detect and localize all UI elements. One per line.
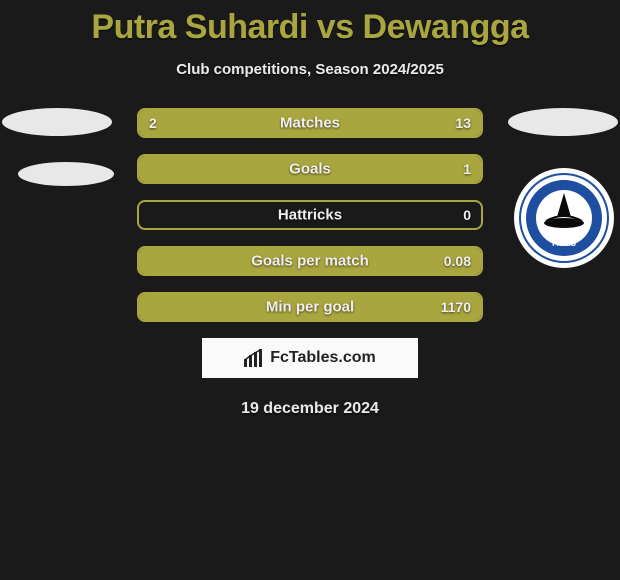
metric-row: 2Matches13 [137, 108, 483, 138]
right-player-markers: P.S.I.S [508, 108, 618, 268]
svg-text:P.S.I.S: P.S.I.S [552, 239, 577, 248]
metric-rows: 2Matches13 Goals1 Hattricks0 Goals per matc… [137, 108, 483, 322]
subtitle: Club competitions, Season 2024/2025 [0, 61, 620, 78]
metric-row: Goals per match0.08 [137, 246, 483, 276]
metric-value-right: 1170 [441, 299, 471, 315]
metric-row: Goals1 [137, 154, 483, 184]
metric-value-right: 1 [463, 161, 471, 177]
right-marker-1 [508, 108, 618, 136]
left-marker-1 [2, 108, 112, 136]
date-text: 19 december 2024 [0, 400, 620, 418]
metric-value-right: 0 [463, 207, 471, 223]
metric-label: Goals [139, 161, 481, 178]
metric-label: Goals per match [139, 253, 481, 270]
metric-row: Hattricks0 [137, 200, 483, 230]
comparison-chart: P.S.I.S 2Matches13 Goals1 Hattricks0 Goals … [0, 108, 620, 418]
metric-label: Hattricks [139, 207, 481, 224]
metric-label: Matches [139, 115, 481, 132]
club-badge: P.S.I.S [514, 168, 614, 268]
left-marker-2 [18, 162, 114, 186]
metric-row: Min per goal1170 [137, 292, 483, 322]
footer-brand-text: FcTables.com [270, 349, 376, 367]
metric-value-right: 0.08 [444, 253, 471, 269]
club-badge-svg: P.S.I.S [519, 173, 609, 263]
page-title: Putra Suhardi vs Dewangga [0, 0, 620, 47]
left-player-markers [2, 108, 114, 212]
footer-brand-box[interactable]: FcTables.com [202, 338, 418, 378]
metric-label: Min per goal [139, 299, 481, 316]
chart-icon [244, 349, 264, 367]
metric-value-right: 13 [455, 115, 471, 131]
